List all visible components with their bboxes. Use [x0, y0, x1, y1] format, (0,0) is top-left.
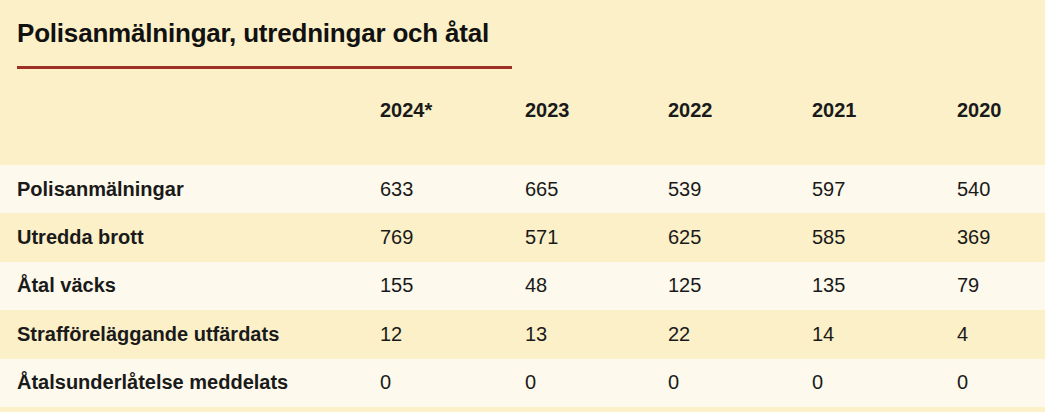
column-header-2024: 2024* — [380, 99, 525, 122]
cell-value: 369 — [957, 226, 1045, 249]
cell-value: 0 — [812, 371, 957, 394]
cell-value: 769 — [380, 226, 525, 249]
row-label: Utredda brott — [17, 226, 380, 249]
cell-value: 135 — [812, 274, 957, 297]
row-label: Åtalsunderlåtelse meddelats — [17, 371, 380, 394]
column-header-2021: 2021 — [812, 99, 957, 122]
cell-value: 585 — [812, 226, 957, 249]
column-header-2022: 2022 — [668, 99, 812, 122]
table-header-row: 2024* 2023 2022 2021 2020 — [0, 69, 1045, 165]
cell-value: 22 — [668, 323, 812, 346]
cell-value: 0 — [668, 371, 812, 394]
cell-value: 0 — [380, 371, 525, 394]
row-label: Åtal väcks — [17, 274, 380, 297]
cell-value: 0 — [525, 371, 668, 394]
cell-value: 597 — [812, 178, 957, 201]
table-row-strafforelaggande: Strafföreläggande utfärdats 12 13 22 14 … — [0, 310, 1045, 358]
table-row-atalsunderlatelse: Åtalsunderlåtelse meddelats 0 0 0 0 0 — [0, 359, 1045, 407]
row-label: Strafföreläggande utfärdats — [17, 323, 380, 346]
cell-value: 540 — [957, 178, 1045, 201]
cell-value: 155 — [380, 274, 525, 297]
cell-value: 539 — [668, 178, 812, 201]
row-label: Polisanmälningar — [17, 178, 380, 201]
cell-value: 12 — [380, 323, 525, 346]
cell-value: 14 — [812, 323, 957, 346]
page-title: Polisanmälningar, utredningar och åtal — [0, 0, 1045, 50]
cell-value: 79 — [957, 274, 1045, 297]
column-header-2020: 2020 — [957, 99, 1045, 122]
cell-value: 4 — [957, 323, 1045, 346]
column-header-2023: 2023 — [525, 99, 668, 122]
cell-value: 625 — [668, 226, 812, 249]
cell-value: 665 — [525, 178, 668, 201]
table-row-atal-vacks: Åtal väcks 155 48 125 135 79 — [0, 262, 1045, 310]
cell-value: 125 — [668, 274, 812, 297]
statistics-panel: Polisanmälningar, utredningar och åtal 2… — [0, 0, 1045, 412]
cell-value: 13 — [525, 323, 668, 346]
cell-value: 633 — [380, 178, 525, 201]
table-row-utredda-brott: Utredda brott 769 571 625 585 369 — [0, 213, 1045, 261]
cell-value: 48 — [525, 274, 668, 297]
statistics-table: 2024* 2023 2022 2021 2020 Polisanmälning… — [0, 69, 1045, 407]
table-row-polisanmalningar: Polisanmälningar 633 665 539 597 540 — [0, 165, 1045, 213]
cell-value: 571 — [525, 226, 668, 249]
cell-value: 0 — [957, 371, 1045, 394]
